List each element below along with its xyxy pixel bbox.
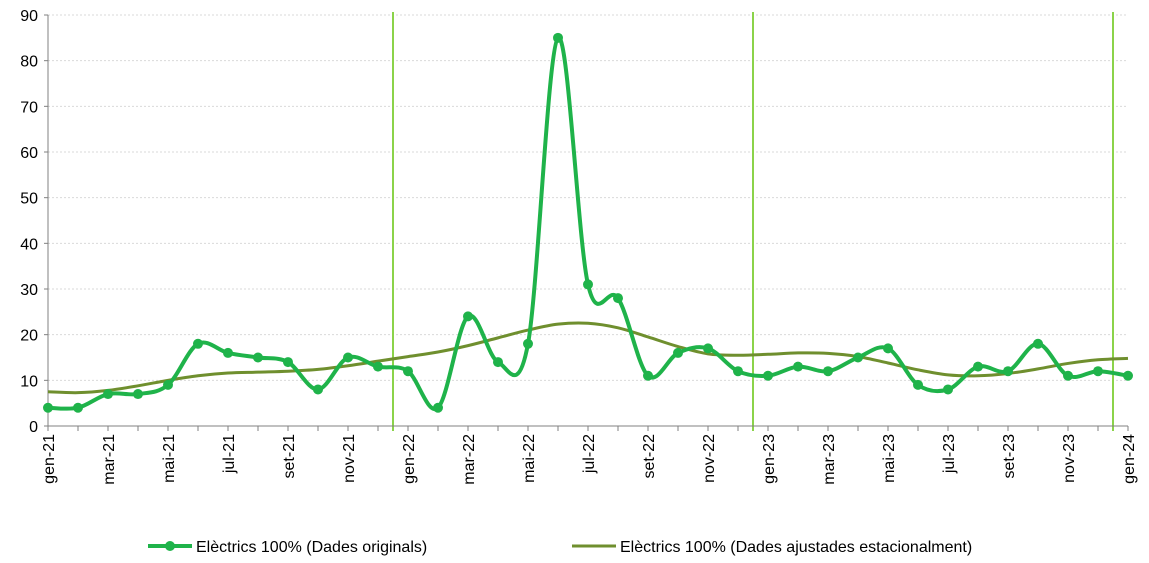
x-tick-label: gen-22 xyxy=(401,434,418,484)
year-separators xyxy=(392,12,1114,431)
data-point xyxy=(313,384,323,395)
data-point xyxy=(853,352,863,363)
data-point xyxy=(793,361,803,372)
data-point xyxy=(103,389,113,400)
x-tick-label: gen-23 xyxy=(761,434,778,484)
data-point xyxy=(1063,370,1073,381)
y-tick-label: 0 xyxy=(29,419,38,436)
data-point xyxy=(463,311,473,322)
y-tick-label: 80 xyxy=(20,54,38,71)
x-tick-label: gen-24 xyxy=(1121,434,1138,484)
series-line xyxy=(47,35,1129,412)
data-point xyxy=(283,357,293,368)
data-point xyxy=(1033,338,1043,349)
x-tick-label: mar-23 xyxy=(821,434,838,485)
x-tick-label: mai-22 xyxy=(521,434,538,483)
data-point xyxy=(673,347,683,358)
x-tick-label: mar-22 xyxy=(461,434,478,485)
series-line xyxy=(47,321,1129,395)
data-point xyxy=(733,366,743,377)
data-point xyxy=(73,402,83,413)
legend-swatch-marker xyxy=(165,541,175,551)
data-point xyxy=(193,338,203,349)
data-point xyxy=(433,402,443,413)
y-tick-label: 60 xyxy=(20,145,38,162)
x-tick-label: set-23 xyxy=(1001,434,1018,479)
x-tick-label: jul-23 xyxy=(941,434,958,474)
data-point xyxy=(493,357,503,368)
data-point xyxy=(133,389,143,400)
x-tick-label: mai-21 xyxy=(161,434,178,483)
legend-label: Elèctrics 100% (Dades originals) xyxy=(196,539,427,556)
y-tick-label: 90 xyxy=(20,8,38,25)
gridlines xyxy=(48,14,1128,381)
data-point xyxy=(403,366,413,377)
data-point xyxy=(973,361,983,372)
data-point xyxy=(1123,370,1133,381)
legend-label: Elèctrics 100% (Dades ajustades estacion… xyxy=(620,539,972,556)
data-point xyxy=(43,402,53,413)
axes xyxy=(47,15,1128,427)
data-point xyxy=(253,352,263,363)
y-tick-label: 40 xyxy=(20,236,38,253)
data-point xyxy=(823,366,833,377)
x-tick-label: set-22 xyxy=(641,434,658,479)
data-point xyxy=(1003,366,1013,377)
series-original xyxy=(43,32,1133,413)
data-point xyxy=(913,379,923,390)
data-point xyxy=(553,32,563,43)
data-point xyxy=(643,370,653,381)
y-tick-label: 30 xyxy=(20,282,38,299)
x-tick-label: jul-21 xyxy=(221,434,238,474)
data-point xyxy=(883,343,893,354)
x-tick-label: nov-22 xyxy=(701,434,718,483)
series-adjusted xyxy=(47,321,1129,395)
y-tick-label: 20 xyxy=(20,328,38,345)
data-point xyxy=(523,338,533,349)
y-tick-label: 10 xyxy=(20,373,38,390)
x-tick-label: nov-23 xyxy=(1061,434,1078,483)
x-tick-label: mai-23 xyxy=(881,434,898,483)
data-point xyxy=(583,279,593,290)
data-point xyxy=(163,379,173,390)
x-tick-label: gen-21 xyxy=(41,434,58,484)
data-point xyxy=(703,343,713,354)
y-tick-label: 70 xyxy=(20,99,38,116)
data-point xyxy=(763,370,773,381)
data-point xyxy=(373,361,383,372)
data-point xyxy=(343,352,353,363)
x-tick-label: nov-21 xyxy=(341,434,358,483)
data-point xyxy=(613,293,623,304)
data-point xyxy=(223,347,233,358)
data-point xyxy=(1093,366,1103,377)
x-tick-label: jul-22 xyxy=(581,434,598,474)
y-axis-ticks: 0 10 20 30 40 50 60 70 80 90 xyxy=(20,8,48,436)
data-point xyxy=(943,384,953,395)
y-tick-label: 50 xyxy=(20,191,38,208)
x-tick-label: set-21 xyxy=(281,434,298,479)
legend: Elèctrics 100% (Dades originals) Elèctric… xyxy=(148,539,972,556)
x-tick-label: mar-21 xyxy=(101,434,118,485)
x-axis-ticks: gen-21 mar-21 mai-21 jul-21 set-21 nov-21 gen-… xyxy=(41,426,1138,485)
